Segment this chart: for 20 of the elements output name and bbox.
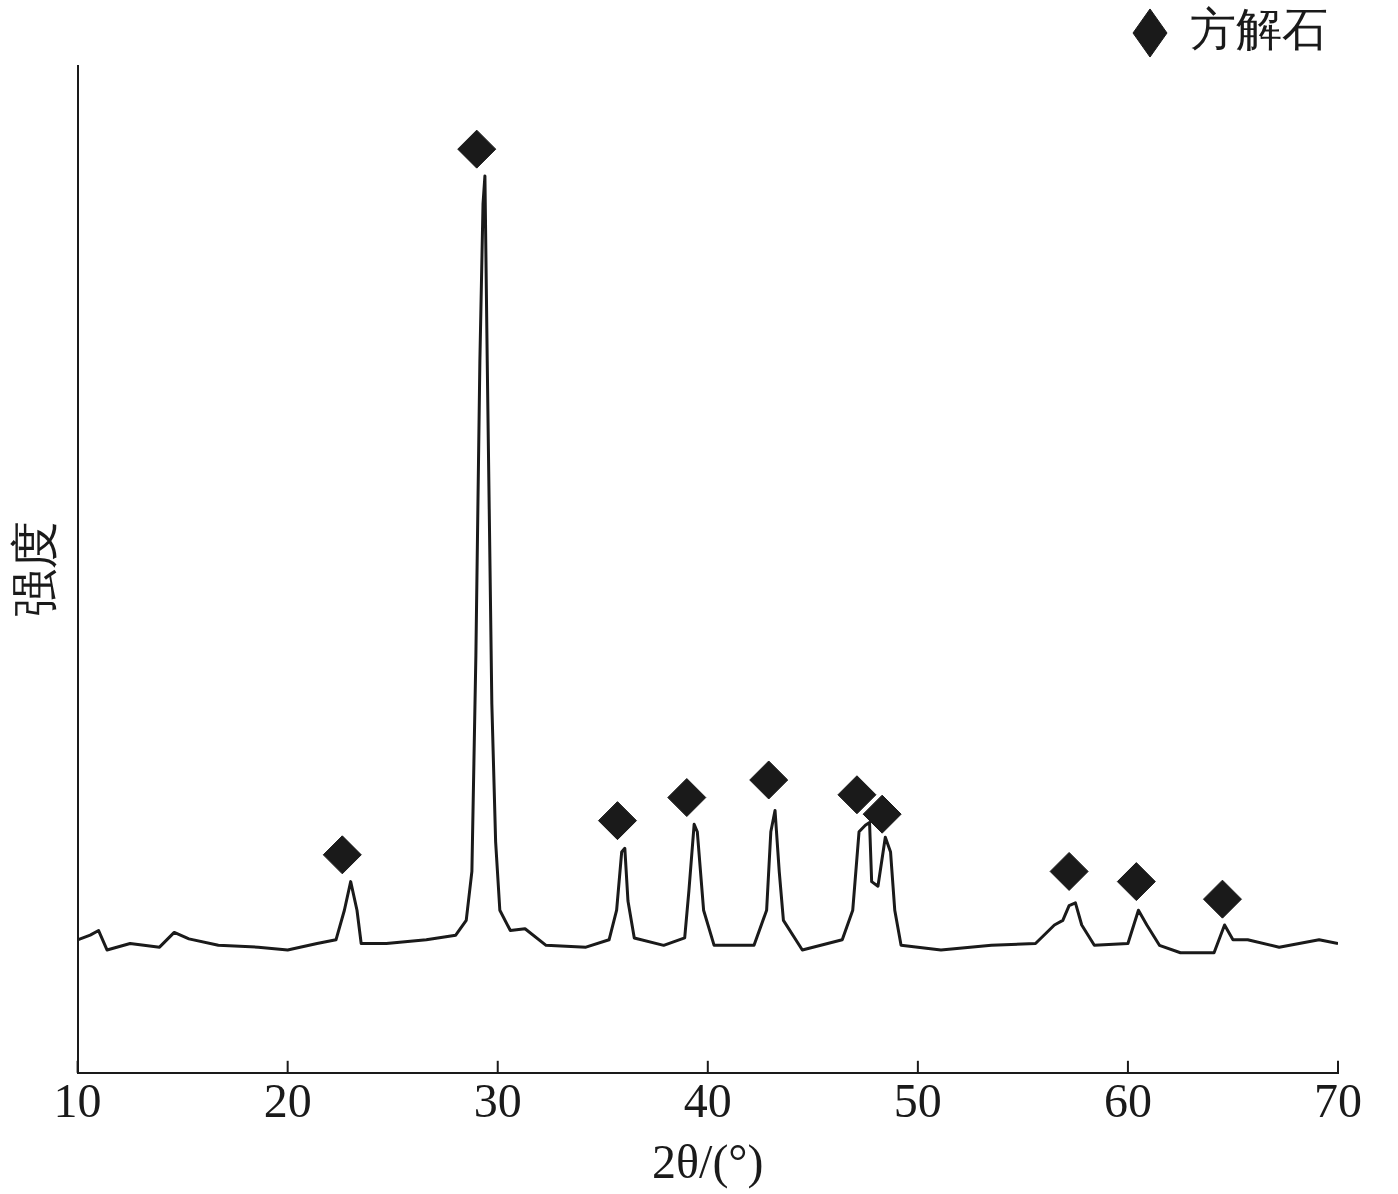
x-tick-label: 50 — [893, 1074, 942, 1128]
x-tick-label: 40 — [683, 1074, 732, 1128]
point — [1116, 862, 1156, 902]
point — [457, 129, 497, 169]
legend-label: 方解石 — [1190, 4, 1328, 56]
point — [837, 775, 877, 815]
x-tick-label: 30 — [473, 1074, 522, 1128]
y-axis-title: 强度 — [8, 521, 62, 618]
point — [667, 778, 707, 818]
x-tick-label: 10 — [53, 1074, 102, 1128]
x-tick-label: 20 — [263, 1074, 312, 1128]
x-tick-label: 70 — [1314, 1074, 1362, 1128]
point — [749, 760, 789, 800]
x-tick-label: 60 — [1103, 1074, 1152, 1128]
x-axis-title: 2θ/(°) — [652, 1134, 764, 1189]
point — [322, 835, 362, 875]
point — [597, 801, 637, 841]
point — [1202, 879, 1242, 919]
point — [1049, 851, 1089, 891]
point — [862, 794, 902, 834]
